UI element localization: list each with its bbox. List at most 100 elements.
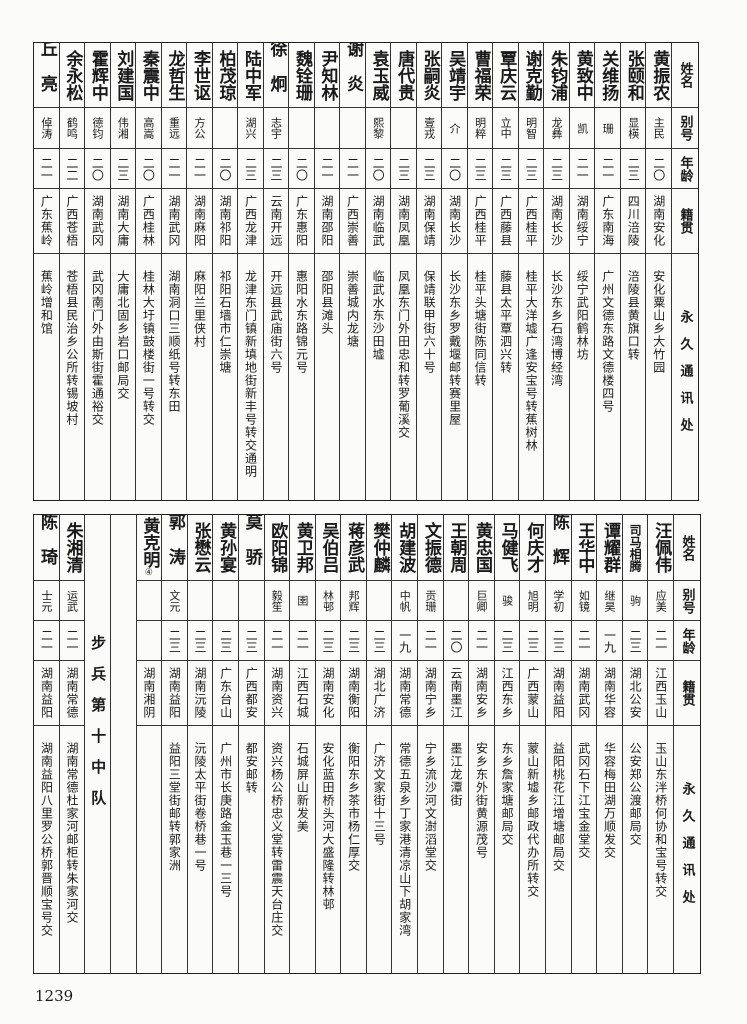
name-wrap: 徐炯 (267, 43, 287, 107)
person-column: 刘建国 伟湘 二三 湖南大庸 大庸北固乡岩口邮局交 (109, 43, 136, 500)
alias-cell: 介 (442, 108, 467, 149)
native-cell: 广西桂平 (518, 189, 544, 254)
age-cell: 二一 (187, 149, 212, 189)
person-address: 临武水东沙田墟 (371, 270, 386, 361)
alias-cell: 湖兴 (238, 108, 263, 149)
person-name: 郭涛 (164, 515, 185, 581)
person-age: 二一 (39, 156, 54, 181)
person-alias: 运武 (65, 589, 79, 612)
person-native: 湖南绥宁 (575, 195, 590, 247)
name-cell: 黄致中 (569, 43, 595, 108)
person-column: 文振德 贡珊 二一 湖南宁乡 宁乡流沙河文澍滔堂交 (417, 515, 443, 973)
alias-cell: 龙彝 (544, 108, 569, 149)
person-address: 藤县太平覃泗兴转 (498, 270, 513, 374)
address-cell: 龙津东门镇新填地街新丰号转交通明 (238, 254, 263, 500)
age-cell: 一九 (392, 621, 418, 661)
person-native: 江西玉山 (653, 667, 668, 719)
alias-cell: 骏 (494, 581, 520, 621)
blank-column (109, 515, 136, 973)
person-native: 湖南沅陵 (193, 667, 208, 719)
address-cell: 益阳桃花江增塘邮局交 (546, 726, 571, 973)
person-age: 二一 (192, 156, 207, 181)
person-alias: 龙彝 (550, 117, 564, 139)
name-cell: 秦震中 (136, 43, 161, 108)
age-cell: 二三 (391, 149, 416, 189)
native-cell: 湖南武冈 (571, 661, 597, 726)
header-name-cell: 姓名 (672, 43, 698, 108)
person-age: 二三 (549, 156, 564, 181)
name-wrap: 唐代贵 (394, 50, 414, 101)
person-name: 龙哲生 (164, 49, 185, 101)
alias-cell: 立中 (493, 108, 518, 149)
alias-cell: 旭明 (520, 581, 546, 621)
person-column: 朱湘清 运武 二一 湖南常德 湖南常德杜家河邮柜转朱家河交 (58, 515, 85, 973)
name-wrap: 谢克勤 (522, 50, 542, 101)
native-cell: 湖南临武 (365, 189, 391, 254)
person-address: 宁乡流沙河文澍滔堂交 (423, 742, 438, 872)
person-native: 广西蒙山 (525, 667, 540, 719)
name-cell: 陈辉 (546, 515, 571, 581)
name-cell: 黄卫邦 (290, 515, 315, 581)
age-cell: 二三 (493, 149, 518, 189)
age-cell: 二〇 (85, 149, 110, 189)
header-native-cell: 籍贯 (672, 189, 698, 254)
native-cell: 湖南武冈 (85, 189, 110, 254)
person-name: 魏铨珊 (292, 49, 313, 101)
person-native: 湖南华容 (602, 667, 617, 719)
alias-cell: 凯 (569, 108, 595, 149)
name-cell: 袁玉威 (365, 43, 391, 108)
person-address: 都安邮转 (244, 742, 259, 794)
alias-cell (443, 581, 469, 621)
person-address: 墨江龙潭街 (448, 742, 463, 807)
age-cell: 二三 (263, 149, 289, 189)
alias-cell (213, 581, 238, 621)
person-native: 湖南安化 (651, 195, 666, 247)
name-cell: 张嗣炎 (416, 43, 442, 108)
person-address: 安化蓝田桥头河大盛隆转林邨 (320, 742, 335, 911)
address-cell: 邵阳县滩头 (315, 254, 340, 500)
person-alias: 学初 (551, 589, 565, 612)
person-column: 张嗣炎 壹戎 二三 湖南保靖 保靖联甲街六十号 (415, 43, 442, 500)
alias-cell: 林邨 (315, 581, 341, 621)
name-wrap: 陆中军 (240, 49, 261, 101)
native-cell: 四川涪陵 (620, 189, 646, 254)
age-cell: 二〇 (646, 149, 671, 189)
native-cell: 湖南常德 (392, 661, 418, 726)
header-alias: 别号 (679, 587, 695, 614)
person-native: 广东蕉岭 (39, 195, 54, 247)
person-name: 陆中军 (240, 49, 261, 101)
person-name: 张嗣炎 (419, 49, 440, 101)
header-column: 姓名 别号 年龄 籍贯 永久通讯处 (671, 43, 698, 500)
name-wrap: 欧阳锦 (267, 522, 287, 573)
person-name: 汪佩伟 (651, 522, 672, 573)
person-column: 谭耀群 继昊 一九 湖南华容 华容梅田湖万顺发交 (596, 515, 622, 973)
address-cell: 沅陵太平街卷桥巷一号 (188, 726, 213, 973)
person-name: 张懋云 (190, 522, 211, 573)
name-cell: 柏茂琼 (212, 43, 238, 108)
person-age: 二三 (115, 156, 130, 181)
alias-cell (314, 108, 340, 149)
alias-cell: 贡珊 (418, 581, 443, 621)
alias-cell (136, 581, 162, 621)
name-cell: 黄振农 (646, 43, 671, 108)
person-age: 二一 (320, 156, 335, 181)
person-native: 湖南益阳 (39, 667, 54, 719)
footnote-marker: ④ (144, 568, 153, 578)
person-native: 湖南长沙 (447, 195, 462, 247)
header-age: 年龄 (679, 627, 695, 654)
person-age: 二〇 (651, 156, 666, 181)
person-column: 吴伯吕 林邨 二三 湖南安化 安化蓝田桥头河大盛隆转林邨 (314, 515, 341, 973)
alias-cell: 士元 (34, 581, 59, 621)
native-cell: 云南墨江 (443, 661, 469, 726)
person-name: 关维扬 (598, 49, 619, 101)
age-cell: 二一 (595, 149, 620, 189)
name-wrap: 霍辉中 (88, 50, 108, 101)
person-column: 黄孙宴 二三 广东台山 广州市长庚路金玉巷一三号 (212, 515, 238, 973)
header-name-cell: 姓名 (674, 515, 700, 581)
address-cell: 苍梧县民治乡公所转锡坡村 (60, 254, 85, 500)
address-cell: 桂平头塘街陈同信转 (468, 254, 493, 500)
name-cell: 郭涛 (162, 515, 187, 581)
header-alias: 别号 (677, 115, 693, 141)
person-age: 二〇 (217, 156, 232, 181)
person-name: 朱钧浦 (547, 49, 568, 101)
